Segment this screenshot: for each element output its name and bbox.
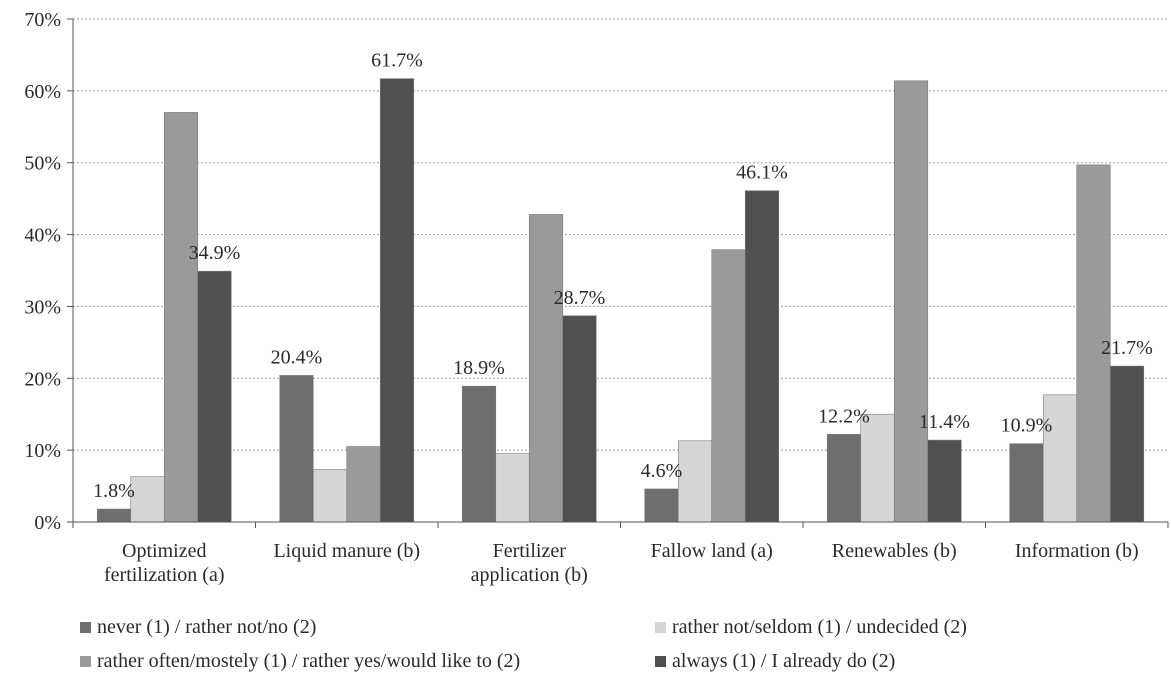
bar: [379, 78, 415, 523]
bar: [197, 270, 232, 523]
bar: [528, 214, 564, 523]
bar: [711, 249, 746, 523]
legend-item: rather often/mostely (1) / rather yes/wo…: [80, 650, 520, 673]
legend-item: never (1) / rather not/no (2): [80, 616, 316, 639]
data-label: 61.7%: [371, 50, 423, 72]
y-axis: 0% 10% 20% 30% 40% 50% 60% 70%: [24, 9, 74, 534]
data-label: 34.9%: [189, 242, 241, 264]
legend: never (1) / rather not/no (2) rather not/…: [0, 612, 1171, 677]
bar: [346, 446, 381, 523]
bar-chart: 0% 10% 20% 30% 40% 50% 60% 70% 1.8% 34.9% 20.4% 61…: [24, 9, 1169, 586]
legend-item: rather not/seldom (1) / undecided (2): [655, 616, 967, 639]
bar: [461, 385, 497, 523]
bar: [893, 80, 929, 523]
bar: [644, 488, 679, 523]
bar: [1042, 394, 1078, 523]
x-axis: Optimized fertilization (a) Liquid manure …: [72, 521, 1169, 586]
data-label: 4.6%: [641, 460, 683, 482]
y-tick-label: 0%: [34, 512, 61, 534]
data-label: 12.2%: [818, 405, 870, 427]
bar: [677, 440, 713, 523]
data-label: 10.9%: [1001, 415, 1053, 437]
x-tick-label: Information (b): [1015, 540, 1139, 562]
x-tick-label: Liquid manure (b): [273, 540, 420, 562]
data-label: 46.1%: [736, 162, 788, 184]
data-labels: 1.8% 34.9% 20.4% 61.7% 18.9% 28.7% 4.6% 46.1% 12…: [93, 50, 1153, 502]
bar: [312, 469, 348, 523]
bar: [495, 453, 530, 523]
bar: [279, 375, 314, 523]
legend-label: rather not/seldom (1) / undecided (2): [672, 616, 967, 638]
y-tick-label: 60%: [24, 81, 61, 103]
bar: [1076, 164, 1111, 523]
data-label: 20.4%: [271, 346, 323, 368]
bar: [744, 190, 780, 523]
y-tick-label: 40%: [24, 225, 61, 247]
bar: [130, 476, 165, 523]
y-tick-label: 70%: [24, 9, 61, 31]
y-tick-label: 50%: [24, 153, 61, 175]
bar: [96, 508, 132, 523]
bar: [562, 315, 597, 523]
legend-label: rather often/mostely (1) / rather yes/wo…: [97, 650, 521, 672]
legend-swatch: [655, 656, 666, 667]
data-label: 21.7%: [1101, 337, 1153, 359]
data-label: 11.4%: [919, 411, 970, 433]
legend-swatch: [80, 622, 91, 633]
data-label: 28.7%: [554, 287, 606, 309]
bar: [860, 413, 895, 523]
legend-label: always (1) / I already do (2): [672, 650, 896, 672]
legend-item: always (1) / I already do (2): [655, 650, 895, 673]
x-tick-label: Renewables (b): [832, 540, 957, 562]
data-label: 18.9%: [453, 357, 505, 379]
legend-label: never (1) / rather not/no (2): [97, 616, 317, 638]
bar: [1109, 365, 1145, 523]
data-label: 1.8%: [93, 480, 135, 502]
bar: [163, 112, 199, 523]
bar: [826, 434, 862, 523]
y-tick-label: 30%: [24, 296, 61, 318]
bar: [1009, 443, 1044, 523]
bars: [96, 78, 1145, 523]
x-tick-label: Optimized fertilization (a): [104, 540, 225, 586]
x-tick-label: Fallow land (a): [651, 540, 773, 562]
x-tick-label: Fertilizer application (b): [471, 540, 588, 586]
y-tick-label: 20%: [24, 368, 61, 390]
y-tick-label: 10%: [24, 440, 61, 462]
gridlines: [73, 18, 1168, 451]
legend-swatch: [80, 656, 91, 667]
bar: [927, 439, 962, 523]
legend-swatch: [655, 622, 666, 633]
